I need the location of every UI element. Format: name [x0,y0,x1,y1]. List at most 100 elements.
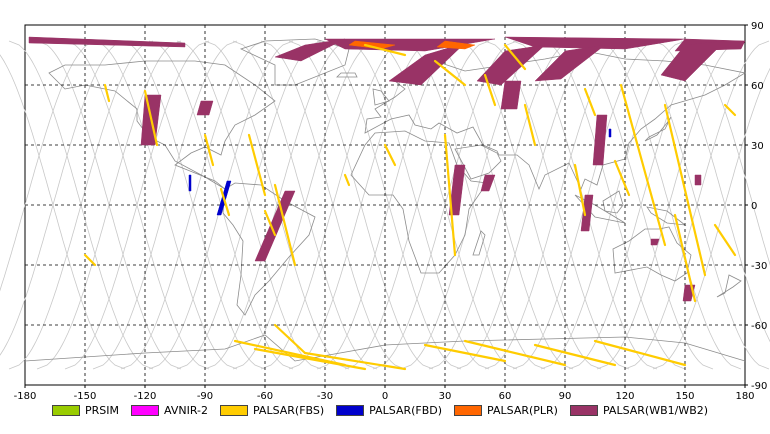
fbs-swath [247,133,267,197]
coverage-swath [608,128,612,138]
fbs-swath [219,187,231,217]
orbit-track [568,40,714,370]
x-tick-label: -60 [257,391,273,402]
orbit-track [652,67,770,370]
legend-swatch [454,404,483,416]
legend-item-prsim: PRSIM [52,404,119,417]
coverage-swath [196,100,214,116]
x-tick-label: 150 [675,391,694,402]
land-borneo [602,190,624,214]
land-africa [350,130,488,274]
fbs-swath [273,323,307,355]
x-tick-label: 30 [439,391,452,402]
land-iceland [336,72,358,78]
coverage-swath [580,194,594,232]
coverage-swath [28,36,186,48]
legend-item-palsar-wb: PALSAR(WB1/WB2) [569,403,709,417]
x-tick-label: -120 [134,391,157,402]
land-uk [372,88,390,106]
x-tick-label: -30 [317,391,333,402]
fbs-swath [483,73,497,107]
y-tick-label: 30 [751,141,764,152]
x-tick-label: -180 [14,391,37,402]
legend-swatch [131,404,159,416]
legend: PRSIM AVNIR-2 PALSAR(FBS) PALSAR(FBD) PA… [52,402,720,418]
x-tick-label: 60 [499,391,512,402]
fbs-swath [673,213,697,303]
y-tick-label: -60 [751,321,767,332]
legend-label: PALSAR(WB1/WB2) [602,403,709,417]
y-tick-label: -90 [751,381,767,392]
coverage-swath [660,40,726,82]
orbit-track [316,40,462,370]
coverage-swath [274,38,346,62]
fbs-swath [433,59,467,87]
orbit-track [64,40,210,370]
legend-swatch [52,404,80,416]
coverage-swath [480,174,496,192]
fbs-swath [573,163,587,217]
coverage-swath [436,40,476,50]
fbs-swath [143,89,159,147]
latitude-tick-labels: 90 60 30 0 -30 -60 -90 [745,21,767,392]
legend-label: AVNIR-2 [164,403,208,417]
coverage-swath [650,238,660,246]
x-tick-label: -150 [74,391,97,402]
orbit-track [0,40,126,356]
fbs-swath [713,223,737,257]
coverage-swaths [28,36,746,371]
fbs-swath [383,143,397,167]
land-north-america [48,60,276,190]
fbs-swath [263,209,277,237]
x-tick-label: 0 [382,391,388,402]
orbit-track [484,40,630,370]
orbit-tracks [0,40,770,370]
x-tick-label: -90 [197,391,213,402]
fbs-swath [523,103,537,147]
coverage-swath [254,190,296,262]
fbs-swath [723,103,737,117]
fbs-swath [533,343,617,367]
legend-label: PALSAR(FBD) [369,403,443,417]
y-tick-label: 0 [751,201,757,212]
coverage-swath [592,114,608,166]
fbs-swath [593,339,687,367]
coverage-swath [694,174,702,186]
coverage-swath [188,174,192,192]
y-tick-label: -30 [751,261,767,272]
x-tick-label: 120 [615,391,634,402]
fbs-swath [583,87,597,117]
fbs-swath [343,173,351,187]
legend-item-avnir2: AVNIR-2 [131,404,208,417]
legend-label: PALSAR(PLR) [487,403,558,417]
fbs-swath [103,83,111,103]
x-tick-label: 90 [559,391,572,402]
fbs-swath [273,183,297,267]
land-south-america [222,182,316,316]
coverage-swath [476,44,546,86]
fbs-swath [253,347,367,371]
fbs-swath [613,159,631,197]
legend-item-palsar-fbs: PALSAR(FBS) [219,404,324,417]
legend-item-palsar-fbd: PALSAR(FBD) [336,404,442,417]
fbs-swath [423,343,507,363]
coverage-swath [504,36,686,50]
orbit-track [680,40,770,266]
fbs-swath [303,351,407,371]
land-madagascar [472,230,486,256]
land-japan [644,116,672,142]
land-new-zealand [716,274,742,298]
fbs-swath [203,133,215,167]
land-australia [612,226,692,282]
fbs-swath [443,133,457,257]
fbs-swath [619,83,667,247]
legend-swatch [569,404,598,416]
fbs-swath [663,103,707,277]
coverage-swath [500,80,522,110]
coverage-swath [534,44,606,82]
legend-swatch [336,404,365,416]
fbs-swath [503,43,527,71]
fbs-swath [463,339,567,367]
